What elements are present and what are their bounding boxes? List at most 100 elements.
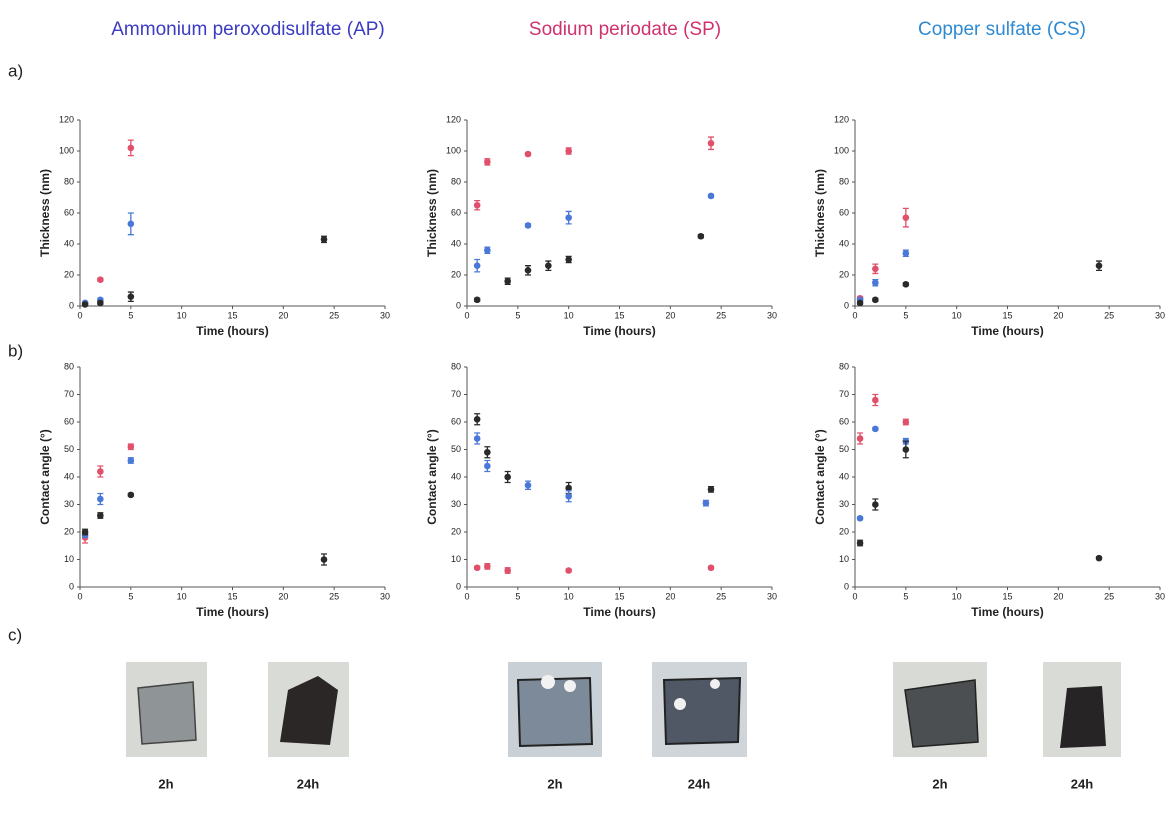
data-point xyxy=(565,484,572,492)
y-tick-label: 20 xyxy=(64,526,74,536)
x-axis-label: Time (hours) xyxy=(583,324,655,338)
y-tick-label: 80 xyxy=(839,361,849,371)
photo xyxy=(652,662,747,757)
y-tick-label: 10 xyxy=(451,554,461,564)
x-tick-label: 15 xyxy=(227,591,237,601)
x-tick-label: 5 xyxy=(903,591,908,601)
x-tick-label: 30 xyxy=(1155,591,1165,601)
photo xyxy=(508,662,602,757)
data-point xyxy=(872,501,879,508)
y-tick-label: 80 xyxy=(64,361,74,371)
data-point xyxy=(484,246,491,254)
data-point xyxy=(484,563,491,570)
chart: 0 10 20 30 40 50 60 70 80 0 5 10 15 20 25 30 Time (hours… xyxy=(425,361,777,619)
y-axis-label: Thickness (nm) xyxy=(38,169,52,257)
x-tick-label: 0 xyxy=(77,310,82,320)
x-tick-label: 5 xyxy=(128,591,133,601)
y-tick-label: 60 xyxy=(839,416,849,426)
y-tick-label: 40 xyxy=(64,238,74,248)
x-tick-label: 15 xyxy=(614,591,624,601)
y-tick-label: 120 xyxy=(834,114,849,124)
y-tick-label: 80 xyxy=(451,361,461,371)
y-tick-label: 60 xyxy=(451,207,461,217)
y-tick-label: 40 xyxy=(451,471,461,481)
data-point xyxy=(81,301,89,308)
data-point xyxy=(872,425,879,433)
x-tick-label: 0 xyxy=(464,591,469,601)
data-point xyxy=(902,250,910,257)
photo xyxy=(126,662,207,757)
data-point xyxy=(524,481,532,489)
y-axis-label: Contact angle (°) xyxy=(813,429,827,524)
x-tick-label: 10 xyxy=(564,310,574,320)
chart: 0 20 40 60 80 100 120 0 5 10 15 20 25 30 Time (hours) T… xyxy=(425,114,777,338)
data-point xyxy=(707,486,715,493)
x-tick-label: 25 xyxy=(329,310,339,320)
y-tick-label: 30 xyxy=(839,499,849,509)
data-point xyxy=(872,279,879,287)
y-tick-label: 60 xyxy=(451,416,461,426)
data-point xyxy=(97,495,104,503)
data-point xyxy=(473,201,481,209)
chart: 0 10 20 30 40 50 60 70 80 0 5 10 15 20 25 30 Time (hours… xyxy=(38,361,390,619)
y-tick-label: 20 xyxy=(451,526,461,536)
data-point xyxy=(565,492,572,500)
x-tick-label: 0 xyxy=(464,310,469,320)
y-tick-label: 40 xyxy=(64,471,74,481)
x-tick-label: 15 xyxy=(1002,591,1012,601)
chart: 0 20 40 60 80 100 120 0 5 10 15 20 25 30 Time (hours) T… xyxy=(38,114,390,338)
data-point xyxy=(504,277,511,285)
data-point xyxy=(504,567,511,574)
x-axis-label: Time (hours) xyxy=(196,324,268,338)
data-point xyxy=(127,443,135,451)
x-tick-label: 10 xyxy=(952,591,962,601)
panel-label: b) xyxy=(8,341,23,360)
photo xyxy=(1043,662,1121,757)
data-point xyxy=(97,276,104,283)
data-point xyxy=(473,262,481,270)
data-point xyxy=(524,222,532,229)
x-tick-label: 20 xyxy=(1053,591,1063,601)
x-tick-label: 25 xyxy=(1104,310,1114,320)
data-point xyxy=(697,232,705,240)
x-tick-label: 25 xyxy=(1104,591,1114,601)
x-tick-label: 10 xyxy=(177,310,187,320)
data-point xyxy=(97,512,104,519)
data-point xyxy=(872,396,879,404)
data-point xyxy=(97,299,104,307)
data-point xyxy=(97,468,104,475)
photo xyxy=(893,662,987,757)
data-point xyxy=(707,192,715,200)
y-tick-label: 60 xyxy=(64,416,74,426)
x-tick-label: 20 xyxy=(278,310,288,320)
y-tick-label: 40 xyxy=(839,238,849,248)
y-tick-label: 20 xyxy=(839,526,849,536)
y-tick-label: 0 xyxy=(456,581,461,591)
y-tick-label: 30 xyxy=(64,499,74,509)
y-axis-label: Contact angle (°) xyxy=(425,429,439,524)
y-tick-label: 0 xyxy=(69,300,74,310)
data-point xyxy=(565,147,572,155)
y-tick-label: 40 xyxy=(451,238,461,248)
data-point xyxy=(872,296,879,304)
data-point xyxy=(707,564,715,572)
data-point xyxy=(484,462,491,470)
y-tick-label: 80 xyxy=(64,176,74,186)
x-tick-label: 5 xyxy=(903,310,908,320)
x-tick-label: 0 xyxy=(77,591,82,601)
y-tick-label: 80 xyxy=(451,176,461,186)
x-tick-label: 30 xyxy=(767,310,777,320)
x-tick-label: 10 xyxy=(952,310,962,320)
photo-caption: 2h xyxy=(932,776,947,791)
data-point xyxy=(856,514,864,522)
x-tick-label: 20 xyxy=(1053,310,1063,320)
column-title: Ammonium peroxodisulfate (AP) xyxy=(111,19,385,40)
y-tick-label: 10 xyxy=(64,554,74,564)
data-point xyxy=(320,236,328,243)
x-tick-label: 25 xyxy=(716,310,726,320)
x-tick-label: 10 xyxy=(564,591,574,601)
y-tick-label: 50 xyxy=(451,444,461,454)
data-point xyxy=(565,256,572,263)
data-point xyxy=(872,265,879,273)
